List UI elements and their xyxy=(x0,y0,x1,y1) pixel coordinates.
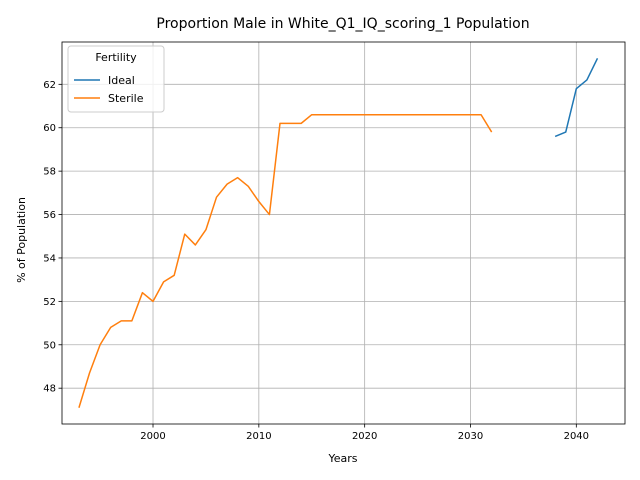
legend-box xyxy=(67,45,165,113)
x-axis: 2000 2010 2020 2030 2040 xyxy=(140,424,589,442)
x-tick-label: 2010 xyxy=(246,431,271,442)
series-line-ideal xyxy=(554,57,599,138)
y-tick-label: 56 xyxy=(43,210,56,221)
series-layer xyxy=(78,57,599,408)
plot-frame xyxy=(61,41,626,425)
chart-title: Proportion Male in White_Q1_IQ_scoring_1… xyxy=(156,16,529,32)
y-tick-label: 60 xyxy=(43,123,56,134)
y-tick-label: 52 xyxy=(43,297,56,308)
legend-title: Fertility xyxy=(95,51,137,64)
series-line-sterile xyxy=(78,113,493,408)
legend-label-ideal: Ideal xyxy=(108,74,135,87)
x-tick-label: 2000 xyxy=(140,431,165,442)
x-tick-label: 2030 xyxy=(458,431,483,442)
y-tick-label: 50 xyxy=(43,340,56,351)
x-axis-label: Years xyxy=(327,452,357,465)
y-axis-label: % of Population xyxy=(15,197,28,283)
y-axis: 48 50 52 54 56 58 60 62 xyxy=(43,80,62,395)
x-tick-label: 2040 xyxy=(564,431,589,442)
legend: Fertility Ideal Sterile xyxy=(67,45,165,113)
grid xyxy=(62,42,625,424)
y-tick-label: 48 xyxy=(43,384,56,395)
y-tick-label: 54 xyxy=(43,253,56,264)
x-tick-label: 2020 xyxy=(352,431,377,442)
y-tick-label: 62 xyxy=(43,80,56,91)
y-tick-label: 58 xyxy=(43,167,56,178)
legend-label-sterile: Sterile xyxy=(108,92,144,105)
